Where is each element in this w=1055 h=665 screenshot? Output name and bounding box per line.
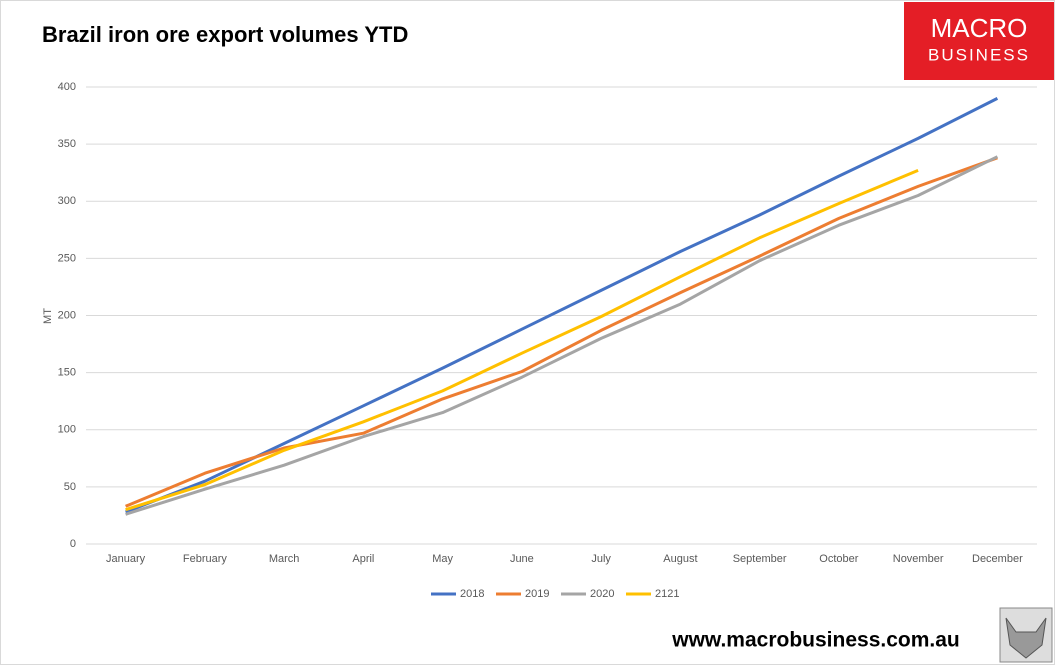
logo-line1: MACRO [931, 13, 1028, 43]
logo-line2: BUSINESS [928, 45, 1030, 64]
line-series [125, 97, 999, 514]
y-tick-label: 50 [64, 481, 76, 493]
x-tick-label: March [269, 553, 300, 565]
line-series [125, 169, 919, 512]
y-tick-label: 300 [58, 195, 76, 207]
y-tick-label: 400 [58, 81, 76, 93]
logo-box [904, 2, 1054, 80]
line-series [125, 156, 998, 508]
x-tick-label: April [352, 553, 374, 565]
x-tick-label: November [893, 553, 944, 565]
y-tick-label: 200 [58, 309, 76, 321]
footer: www.macrobusiness.com.au [671, 629, 959, 652]
y-tick-label: 350 [58, 138, 76, 150]
x-tick-label: June [510, 553, 534, 565]
fox-face [1005, 617, 1047, 659]
chart-title: Brazil iron ore export volumes YTD [42, 22, 408, 47]
legend-label: 2019 [525, 588, 549, 600]
legend-label: 2121 [655, 588, 679, 600]
y-tick-label: 0 [70, 538, 76, 550]
legend-label: 2020 [590, 588, 614, 600]
x-tick-label: December [972, 553, 1023, 565]
x-tick-label: August [663, 553, 697, 565]
line-series [125, 155, 999, 516]
y-tick-label: 100 [58, 424, 76, 436]
x-tick-label: September [733, 553, 787, 565]
x-tick-label: January [106, 553, 146, 565]
x-tick-label: October [819, 553, 858, 565]
x-tick-label: July [591, 553, 611, 565]
y-tick-label: 250 [58, 252, 76, 264]
x-tick-label: February [183, 553, 228, 565]
y-tick-label: 150 [58, 367, 76, 379]
legend-label: 2018 [460, 588, 484, 600]
y-axis-label: MT [42, 308, 54, 324]
x-tick-label: May [432, 553, 453, 565]
